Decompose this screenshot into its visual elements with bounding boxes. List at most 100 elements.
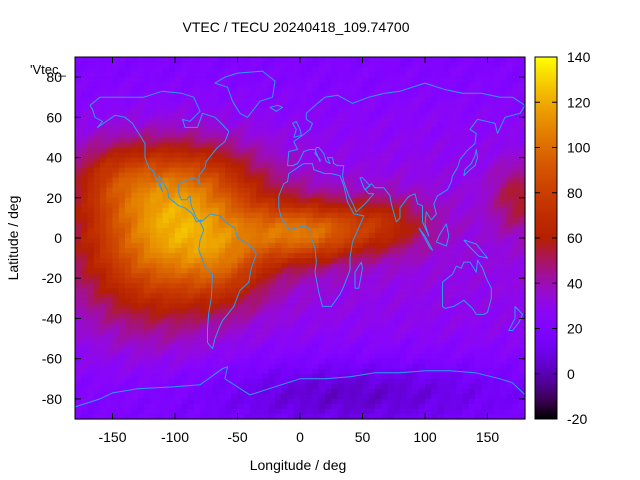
heatmap-cell bbox=[437, 87, 445, 93]
heatmap-cell bbox=[156, 137, 164, 144]
heatmap-cell bbox=[325, 127, 332, 134]
heatmap-cell bbox=[487, 263, 495, 269]
heatmap-cell bbox=[450, 202, 457, 209]
heatmap-cell bbox=[231, 127, 239, 134]
heatmap-cell bbox=[187, 323, 195, 330]
heatmap-cell bbox=[162, 222, 170, 229]
heatmap-cell bbox=[393, 313, 401, 320]
heatmap-cell bbox=[368, 212, 376, 219]
heatmap-cell bbox=[143, 212, 151, 219]
heatmap-cell bbox=[462, 112, 470, 118]
heatmap-cell bbox=[331, 378, 339, 385]
heatmap-cell bbox=[331, 388, 339, 395]
heatmap-cell bbox=[268, 147, 276, 154]
heatmap-cell bbox=[325, 187, 332, 194]
heatmap-cell bbox=[162, 358, 170, 365]
heatmap-cell bbox=[487, 323, 495, 330]
heatmap-cell bbox=[462, 67, 470, 73]
heatmap-cell bbox=[356, 333, 364, 340]
heatmap-cell bbox=[393, 353, 401, 360]
heatmap-cell bbox=[518, 122, 526, 128]
heatmap-cell bbox=[131, 338, 139, 345]
heatmap-cell bbox=[456, 383, 464, 390]
heatmap-cell bbox=[212, 258, 220, 264]
heatmap-cell bbox=[300, 373, 307, 380]
heatmap-cell bbox=[87, 273, 95, 279]
heatmap-cell bbox=[87, 258, 95, 264]
heatmap-cell bbox=[506, 243, 514, 249]
heatmap-cell bbox=[137, 273, 145, 279]
heatmap-cell bbox=[87, 303, 95, 309]
heatmap-cell bbox=[137, 197, 145, 204]
heatmap-cell bbox=[231, 92, 239, 98]
heatmap-cell bbox=[175, 303, 182, 309]
heatmap-cell bbox=[162, 102, 170, 108]
heatmap-cell bbox=[487, 127, 495, 134]
heatmap-cell bbox=[325, 373, 332, 380]
heatmap-cell bbox=[356, 383, 364, 390]
heatmap-cell bbox=[137, 172, 145, 179]
heatmap-cell bbox=[468, 363, 476, 370]
heatmap-cell bbox=[87, 92, 95, 98]
heatmap-cell bbox=[231, 172, 239, 179]
heatmap-cell bbox=[462, 137, 470, 144]
heatmap-cell bbox=[362, 142, 370, 149]
heatmap-cell bbox=[325, 313, 332, 320]
heatmap-cell bbox=[493, 157, 501, 164]
heatmap-cell bbox=[518, 72, 526, 78]
heatmap-cell bbox=[443, 127, 451, 134]
heatmap-cell bbox=[87, 192, 95, 199]
heatmap-cell bbox=[143, 107, 151, 113]
heatmap-cell bbox=[156, 243, 164, 249]
heatmap-cell bbox=[156, 57, 164, 63]
heatmap-cell bbox=[350, 207, 357, 214]
heatmap-cell bbox=[425, 97, 432, 103]
heatmap-cell bbox=[500, 273, 507, 279]
heatmap-cell bbox=[431, 62, 439, 68]
heatmap-cell bbox=[481, 358, 489, 365]
heatmap-cell bbox=[431, 87, 439, 93]
heatmap-cell bbox=[306, 207, 314, 214]
heatmap-cell bbox=[393, 117, 401, 123]
heatmap-cell bbox=[300, 298, 307, 304]
heatmap-cell bbox=[300, 343, 307, 350]
heatmap-cell bbox=[418, 303, 426, 309]
heatmap-cell bbox=[262, 283, 270, 289]
heatmap-cell bbox=[375, 202, 382, 209]
heatmap-cell bbox=[518, 62, 526, 68]
heatmap-cell bbox=[406, 127, 414, 134]
heatmap-cell bbox=[143, 157, 151, 164]
heatmap-cell bbox=[400, 258, 407, 264]
heatmap-cell bbox=[256, 92, 264, 98]
heatmap-cell bbox=[506, 177, 514, 184]
heatmap-cell bbox=[443, 288, 451, 294]
heatmap-cell bbox=[175, 67, 182, 73]
heatmap-cell bbox=[462, 348, 470, 355]
heatmap-cell bbox=[206, 97, 214, 103]
heatmap-cell bbox=[331, 207, 339, 214]
heatmap-cell bbox=[206, 207, 214, 214]
heatmap-cell bbox=[406, 97, 414, 103]
heatmap-cell bbox=[462, 298, 470, 304]
heatmap-cell bbox=[106, 102, 114, 108]
heatmap-cell bbox=[406, 338, 414, 345]
heatmap-cell bbox=[412, 127, 420, 134]
heatmap-cell bbox=[237, 222, 245, 229]
heatmap-cell bbox=[93, 152, 101, 159]
heatmap-cell bbox=[362, 268, 370, 274]
heatmap-cell bbox=[375, 172, 382, 179]
heatmap-cell bbox=[331, 288, 339, 294]
heatmap-cell bbox=[131, 62, 139, 68]
heatmap-cell bbox=[212, 378, 220, 385]
heatmap-cell bbox=[400, 263, 407, 269]
heatmap-cell bbox=[431, 373, 439, 380]
heatmap-cell bbox=[100, 232, 107, 239]
heatmap-cell bbox=[456, 258, 464, 264]
heatmap-cell bbox=[93, 253, 101, 259]
heatmap-cell bbox=[337, 353, 345, 360]
heatmap-cell bbox=[431, 102, 439, 108]
heatmap-cell bbox=[225, 338, 232, 345]
heatmap-cell bbox=[375, 152, 382, 159]
heatmap-cell bbox=[425, 222, 432, 229]
heatmap-cell bbox=[381, 222, 389, 229]
